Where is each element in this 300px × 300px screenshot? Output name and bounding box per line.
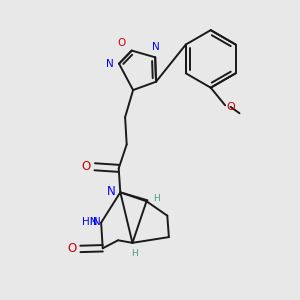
- Text: H: H: [88, 218, 95, 227]
- Text: O: O: [227, 102, 236, 112]
- Text: HN: HN: [82, 217, 98, 227]
- Text: O: O: [67, 242, 76, 255]
- Text: O: O: [81, 160, 90, 173]
- Text: N: N: [152, 42, 160, 52]
- Text: N: N: [106, 184, 115, 198]
- Text: O: O: [118, 38, 126, 48]
- Text: N: N: [93, 217, 101, 227]
- Text: H: H: [131, 249, 137, 258]
- Text: H: H: [154, 194, 160, 203]
- Text: N: N: [106, 59, 113, 69]
